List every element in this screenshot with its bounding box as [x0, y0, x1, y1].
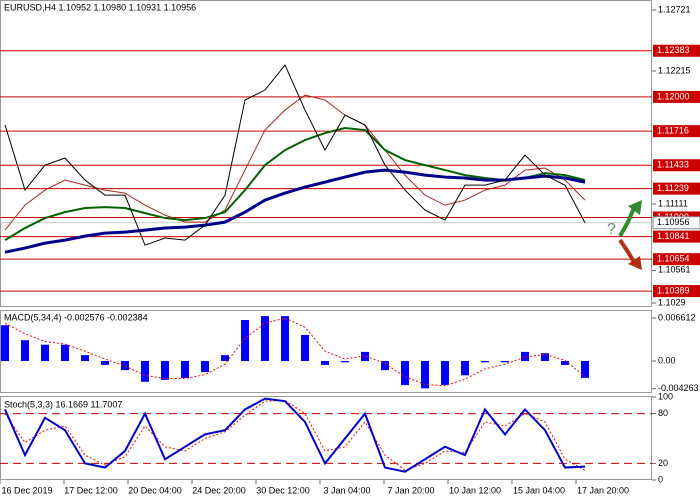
macd-bar — [121, 360, 129, 371]
macd-bar — [1, 325, 9, 361]
level-label-bg — [653, 253, 700, 266]
y-tick-label: 1.10561 — [658, 265, 691, 275]
macd-bar — [241, 320, 249, 361]
signal-line — [4, 317, 586, 387]
level-label-bg — [653, 230, 700, 243]
level-label: 1.12383 — [657, 45, 690, 55]
moving-average — [4, 94, 586, 231]
macd-bar — [201, 360, 209, 373]
x-tick-label: 24 Dec 20:00 — [192, 485, 246, 495]
moving-average — [4, 168, 586, 254]
y-tick-label: 1.12215 — [658, 65, 691, 75]
x-tick-label: 16 Dec 2019 — [1, 485, 52, 495]
level-label-bg — [653, 285, 700, 298]
macd-bar — [461, 360, 469, 376]
level-label: 1.11433 — [657, 160, 689, 170]
x-tick-label: 17 Dec 12:00 — [64, 485, 118, 495]
macd-bar — [161, 360, 169, 380]
macd-bar — [501, 360, 509, 363]
macd-bar — [221, 355, 229, 361]
x-tick-label: 20 Dec 04:00 — [128, 485, 182, 495]
x-tick-label: 17 Jan 20:00 — [577, 485, 629, 495]
macd-bar — [281, 316, 289, 361]
y-tick-label: 80 — [658, 408, 668, 418]
question-mark: ? — [607, 221, 616, 238]
panel-title: EURUSD,H4 1.10952 1.10980 1.10931 1.1095… — [4, 2, 196, 12]
stoch-d-line — [4, 399, 586, 471]
last-price-label: 1.10956 — [657, 217, 690, 227]
panel-title: MACD(5,34,4) -0.002576 -0.002384 — [4, 312, 148, 322]
x-tick-label: 3 Jan 04:00 — [323, 485, 370, 495]
y-tick-label: 0.006612 — [658, 312, 696, 322]
y-tick-label: 1.11111 — [658, 198, 688, 208]
macd-bar — [41, 344, 49, 361]
macd-bar — [341, 360, 349, 363]
price-panel — [0, 0, 652, 307]
y-tick-label: 100 — [658, 391, 673, 401]
x-tick-label: 15 Jan 04:00 — [513, 485, 565, 495]
up-arrow — [618, 207, 636, 237]
x-tick-label: 10 Jan 12:00 — [449, 485, 501, 495]
level-label: 1.12000 — [657, 91, 690, 101]
price-line — [4, 64, 586, 246]
macd-bar — [541, 353, 549, 361]
level-label: 1.11716 — [657, 126, 689, 136]
level-label-bg — [653, 159, 700, 172]
signal-arrows: ? — [607, 200, 642, 270]
x-tick-label: 30 Dec 12:00 — [256, 485, 310, 495]
macd-bar — [401, 360, 409, 386]
macd-bar — [581, 360, 589, 378]
macd-panel — [0, 310, 652, 393]
level-label-bg — [653, 90, 700, 103]
down-arrow-head — [628, 256, 642, 270]
macd-bar — [181, 360, 189, 378]
macd-bar — [321, 360, 329, 365]
level-label-bg — [653, 125, 700, 138]
level-label-bg — [653, 182, 700, 195]
macd-bar — [21, 340, 29, 361]
macd-bar — [561, 360, 569, 365]
y-tick-label: -0.004263 — [658, 383, 699, 393]
y-tick-label: 0 — [658, 474, 663, 484]
macd-bar — [261, 316, 269, 361]
macd-bar — [61, 344, 69, 361]
stoch-panel — [0, 396, 652, 480]
macd-bar — [361, 351, 369, 361]
last-price-bg — [652, 216, 700, 230]
macd-bar — [81, 355, 89, 361]
level-label-bg — [653, 44, 700, 57]
macd-bar — [141, 360, 149, 382]
level-label: 1.11239 — [657, 183, 689, 193]
stoch-k-line — [4, 397, 586, 473]
y-tick-label: 1.1029 — [658, 297, 686, 307]
level-label: 1.10654 — [657, 254, 690, 264]
panel-title: Stoch(5,3,3) 16.1669 11.7007 — [4, 399, 122, 409]
macd-bar — [441, 360, 449, 386]
level-label: 1.10841 — [657, 231, 690, 241]
y-tick-label: 20 — [658, 458, 668, 468]
down-arrow — [618, 238, 636, 264]
y-tick-label: 0.00 — [658, 355, 676, 365]
x-tick-label: 7 Jan 20:00 — [387, 485, 434, 495]
macd-bar — [101, 360, 109, 365]
macd-bar — [301, 334, 309, 361]
up-arrow-head — [628, 200, 642, 215]
moving-average — [4, 126, 586, 241]
macd-bar — [421, 360, 429, 389]
level-label: 1.10389 — [657, 285, 690, 295]
macd-bar — [521, 351, 529, 361]
macd-bar — [481, 360, 489, 363]
y-tick-label: 1.12721 — [658, 4, 691, 14]
macd-bar — [381, 360, 389, 371]
